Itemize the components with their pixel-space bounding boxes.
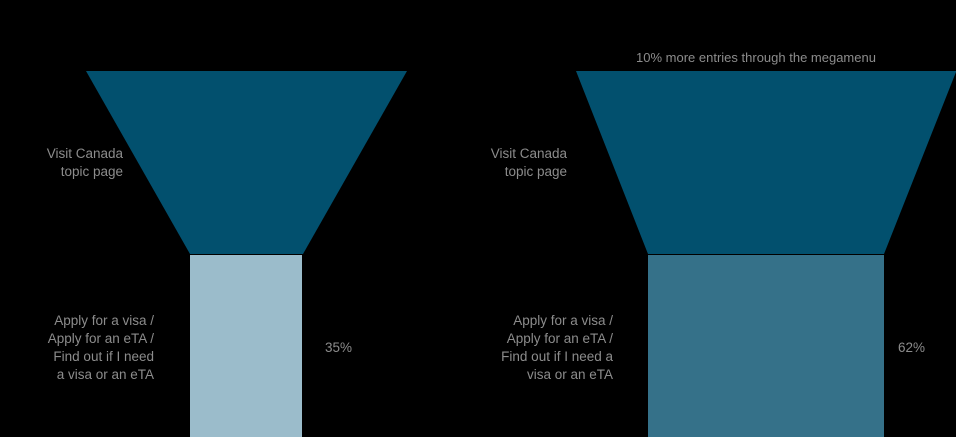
left-bottom-label: Apply for a visa / Apply for an eTA / Fi…: [47, 313, 154, 382]
right-funnel-top: [576, 71, 956, 254]
right-funnel-bar: [648, 255, 884, 437]
right-value-label: 62%: [898, 340, 926, 355]
left-funnel-top: [86, 71, 407, 254]
left-funnel-bar: [190, 255, 302, 437]
left-value-label: 35%: [325, 340, 353, 355]
right-bottom-label: Apply for a visa / Apply for an eTA / Fi…: [501, 313, 613, 382]
right-annotation: 10% more entries through the megamenu: [636, 50, 876, 65]
left-top-label: Visit Canada topic page: [46, 146, 123, 179]
right-top-label: Visit Canada topic page: [490, 146, 567, 179]
